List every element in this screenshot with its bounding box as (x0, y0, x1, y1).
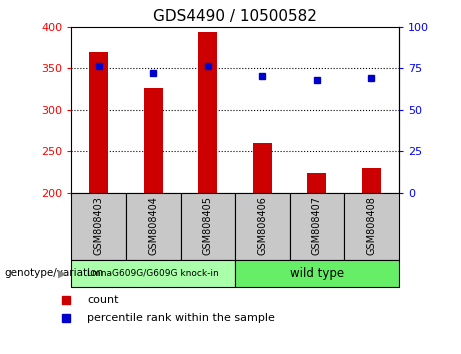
Text: LmnaG609G/G609G knock-in: LmnaG609G/G609G knock-in (88, 269, 219, 278)
Text: ▶: ▶ (59, 268, 67, 279)
Text: GSM808404: GSM808404 (148, 196, 158, 255)
Bar (198, 32, 218, 193)
Bar (89, 51, 108, 193)
Text: GSM808408: GSM808408 (366, 196, 377, 255)
Bar (362, 168, 381, 193)
Text: GSM808406: GSM808406 (257, 196, 267, 255)
Title: GDS4490 / 10500582: GDS4490 / 10500582 (153, 9, 317, 24)
Text: count: count (87, 295, 118, 305)
Text: GSM808405: GSM808405 (203, 196, 213, 255)
Text: GSM808403: GSM808403 (94, 196, 104, 255)
Bar (181, 193, 235, 260)
Bar (144, 88, 163, 193)
Bar (253, 143, 272, 193)
Bar (126, 193, 181, 260)
Bar (71, 193, 126, 260)
Bar (235, 193, 290, 260)
Text: genotype/variation: genotype/variation (5, 268, 104, 279)
Text: GSM808407: GSM808407 (312, 196, 322, 255)
Bar (344, 193, 399, 260)
Text: percentile rank within the sample: percentile rank within the sample (87, 313, 275, 323)
Bar (290, 193, 344, 260)
Bar (71, 260, 235, 287)
Text: wild type: wild type (290, 267, 344, 280)
Bar (235, 260, 399, 287)
Bar (307, 173, 326, 193)
